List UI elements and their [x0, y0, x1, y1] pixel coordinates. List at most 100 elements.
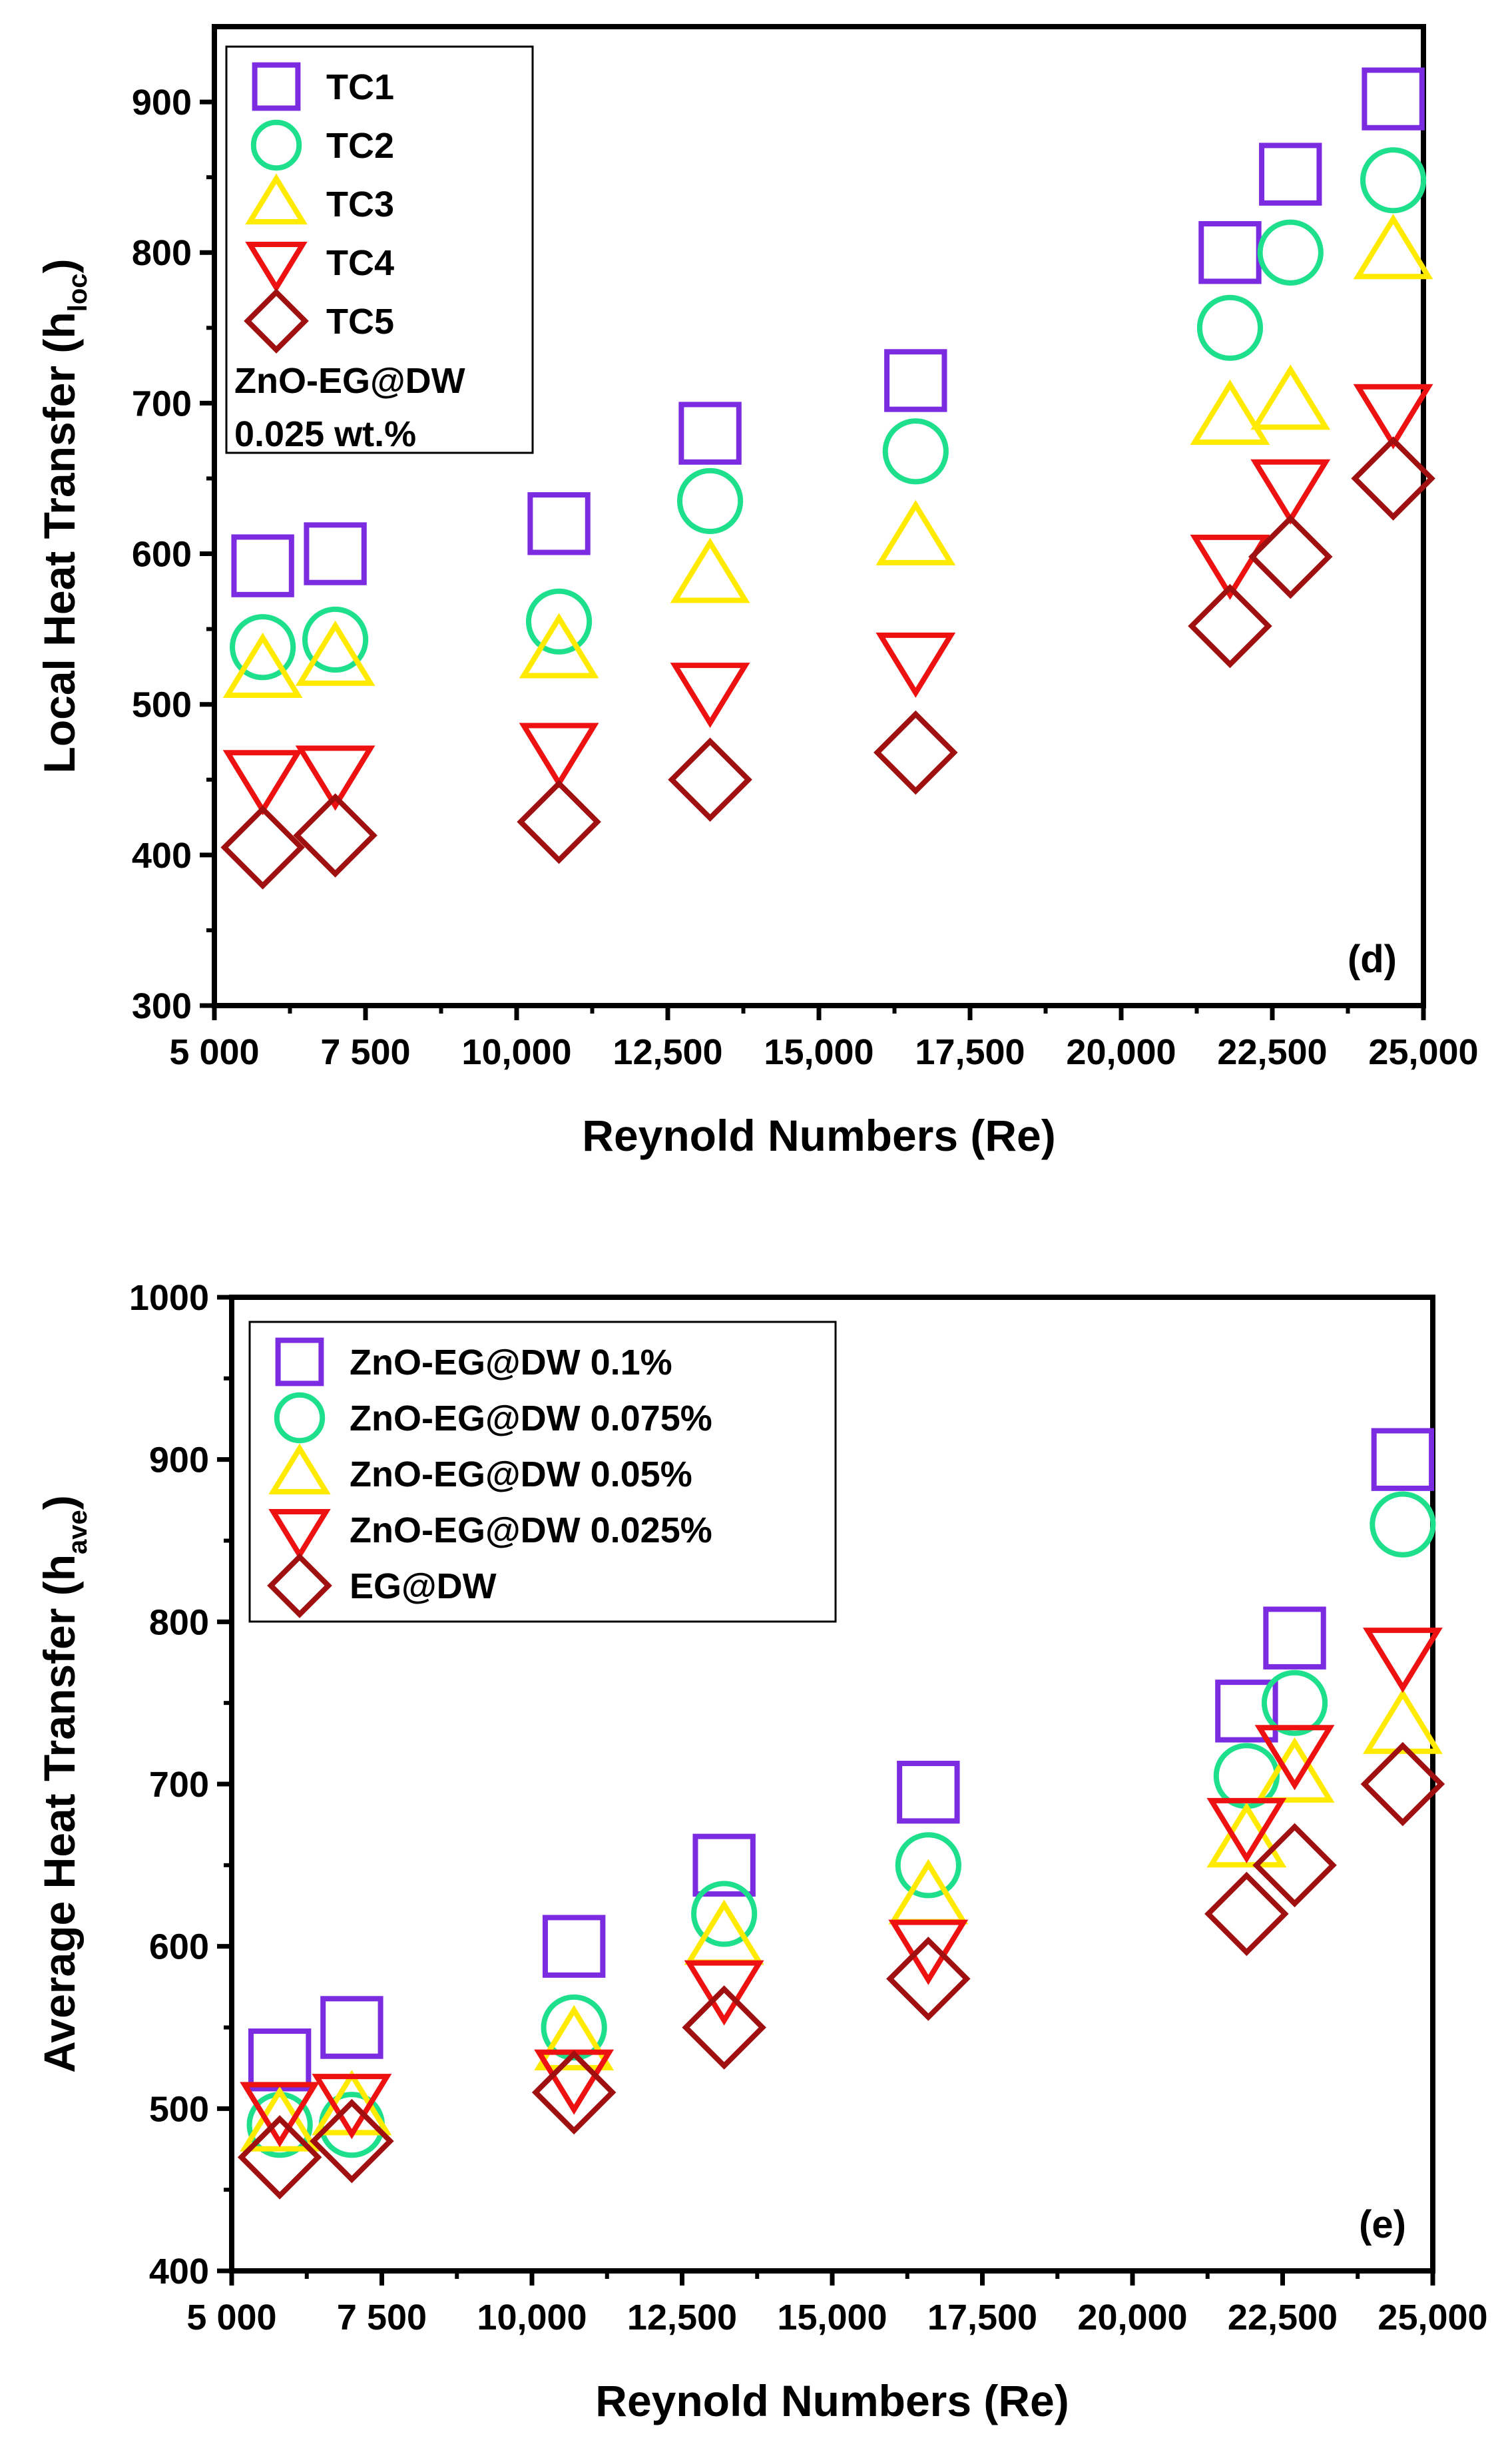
x-tick-label: 12,500: [627, 2298, 737, 2337]
x-tick-label: 15,000: [764, 1032, 874, 1072]
legend-marker-triangle-up-icon: [245, 173, 308, 224]
data-point: [670, 663, 750, 729]
series-2: [222, 214, 1433, 698]
data-point: [220, 805, 305, 890]
data-point: [222, 750, 303, 816]
legend-label: TC1: [326, 67, 394, 107]
data-point: [295, 745, 376, 811]
legend-marker-triangle-up-icon: [268, 1443, 331, 1494]
data-point: [1370, 1491, 1436, 1558]
data-point: [312, 2074, 392, 2140]
x-tick-label: 22,500: [1217, 1032, 1327, 1072]
data-point: [237, 2115, 322, 2200]
y-tick-label: 700: [132, 384, 192, 424]
data-point: [692, 1833, 756, 1897]
data-point: [542, 1915, 606, 1978]
legend-marker-diamond-icon: [244, 288, 309, 354]
series-4: [237, 1741, 1445, 2200]
legend-marker-triangle-down-icon: [245, 242, 308, 293]
data-point: [1196, 294, 1264, 361]
y-axis-title: Average Heat Transfer (have): [35, 1495, 93, 2073]
y-tick-label: 700: [149, 1765, 209, 1805]
data-point: [1206, 1802, 1287, 1868]
data-point: [1353, 384, 1433, 450]
data-point: [320, 1996, 383, 2059]
x-tick-label: 5 000: [169, 1032, 259, 1072]
data-point: [527, 492, 591, 555]
y-tick-label: 800: [149, 1602, 209, 1642]
data-point: [874, 710, 958, 795]
legend-marker-triangle-down-icon: [268, 1509, 331, 1560]
data-point: [676, 467, 744, 534]
data-point: [534, 2004, 615, 2070]
x-axis-title: Reynold Numbers (Re): [582, 1111, 1055, 1160]
legend-label: ZnO-EG@DW 0.075%: [350, 1398, 712, 1438]
x-tick-label: 10,000: [477, 2298, 587, 2337]
series-4: [220, 436, 1435, 890]
legend: TC1 TC2 TC3 TC4 TC5 ZnO-EG@DW 0.025 wt.%: [225, 45, 534, 454]
data-point: [519, 723, 599, 788]
data-point: [310, 2098, 394, 2184]
y-axis-title-end: ): [35, 1495, 84, 1510]
legend-label: TC3: [326, 184, 394, 224]
y-tick-label: 400: [149, 2252, 209, 2292]
data-point: [293, 793, 378, 878]
legend-label: ZnO-EG@DW 0.1%: [350, 1343, 672, 1383]
series-3: [240, 1628, 1443, 2148]
x-tick-label: 5 000: [186, 2298, 276, 2337]
legend-marker-diamond-icon: [267, 1553, 332, 1618]
annotation-line: ZnO-EG@DW: [234, 361, 465, 401]
x-tick-label: 25,000: [1368, 1032, 1478, 1072]
data-point: [668, 737, 752, 822]
data-point: [684, 1960, 764, 2026]
legend-marker-square-icon: [275, 1337, 324, 1386]
data-point: [517, 779, 601, 864]
data-point: [1261, 1670, 1328, 1736]
data-point: [876, 499, 956, 565]
x-tick-label: 25,000: [1378, 2298, 1487, 2337]
data-point: [682, 1985, 766, 2070]
legend-marker-square-icon: [252, 62, 301, 111]
chart-panel-e: 5 000 7 500 10,000 12,500 15,000 17,500 20,000…: [35, 1278, 1488, 2425]
data-point: [240, 2082, 320, 2148]
data-point: [897, 1760, 960, 1824]
data-point: [304, 522, 367, 585]
series-3: [222, 384, 1433, 816]
data-point: [525, 588, 593, 655]
y-axis-title: Local Heat Transfer (hloc): [35, 259, 93, 774]
data-point: [302, 606, 369, 673]
y-tick-label: 1000: [129, 1278, 209, 1318]
y-axis-title-subscript: loc: [63, 273, 93, 312]
data-point: [1362, 67, 1425, 131]
data-point: [1250, 459, 1331, 525]
y-tick-label: 400: [132, 836, 192, 876]
legend-box: [225, 45, 534, 454]
legend-label: TC5: [326, 302, 394, 342]
panel-label: (d): [1348, 938, 1397, 981]
data-point: [295, 620, 376, 686]
y-axis-title-main: Local Heat Transfer (h: [35, 312, 84, 773]
y-axis-title-main: Average Heat Transfer (h: [35, 1554, 84, 2073]
data-point: [884, 349, 947, 412]
legend-marker-circle-icon: [274, 1392, 326, 1444]
data-point: [230, 614, 296, 681]
data-point: [1252, 1823, 1337, 1908]
data-point: [1360, 147, 1427, 214]
y-axis-title-end: ): [35, 259, 84, 274]
data-point: [886, 1937, 971, 2021]
data-point: [1188, 583, 1272, 669]
data-point: [678, 402, 742, 465]
legend-label: TC4: [326, 243, 394, 283]
data-point: [519, 613, 599, 679]
legend-label: EG@DW: [350, 1566, 497, 1606]
legend-label: ZnO-EG@DW 0.025%: [350, 1510, 712, 1550]
data-point: [1353, 214, 1433, 280]
data-point: [1360, 1741, 1445, 1827]
data-point: [1215, 1680, 1278, 1743]
data-point: [1362, 1688, 1443, 1754]
data-point: [876, 632, 956, 698]
x-tick-label: 15,000: [777, 2298, 887, 2337]
data-point: [1254, 1737, 1335, 1803]
data-point: [1190, 534, 1270, 600]
y-tick-label: 600: [149, 1927, 209, 1967]
